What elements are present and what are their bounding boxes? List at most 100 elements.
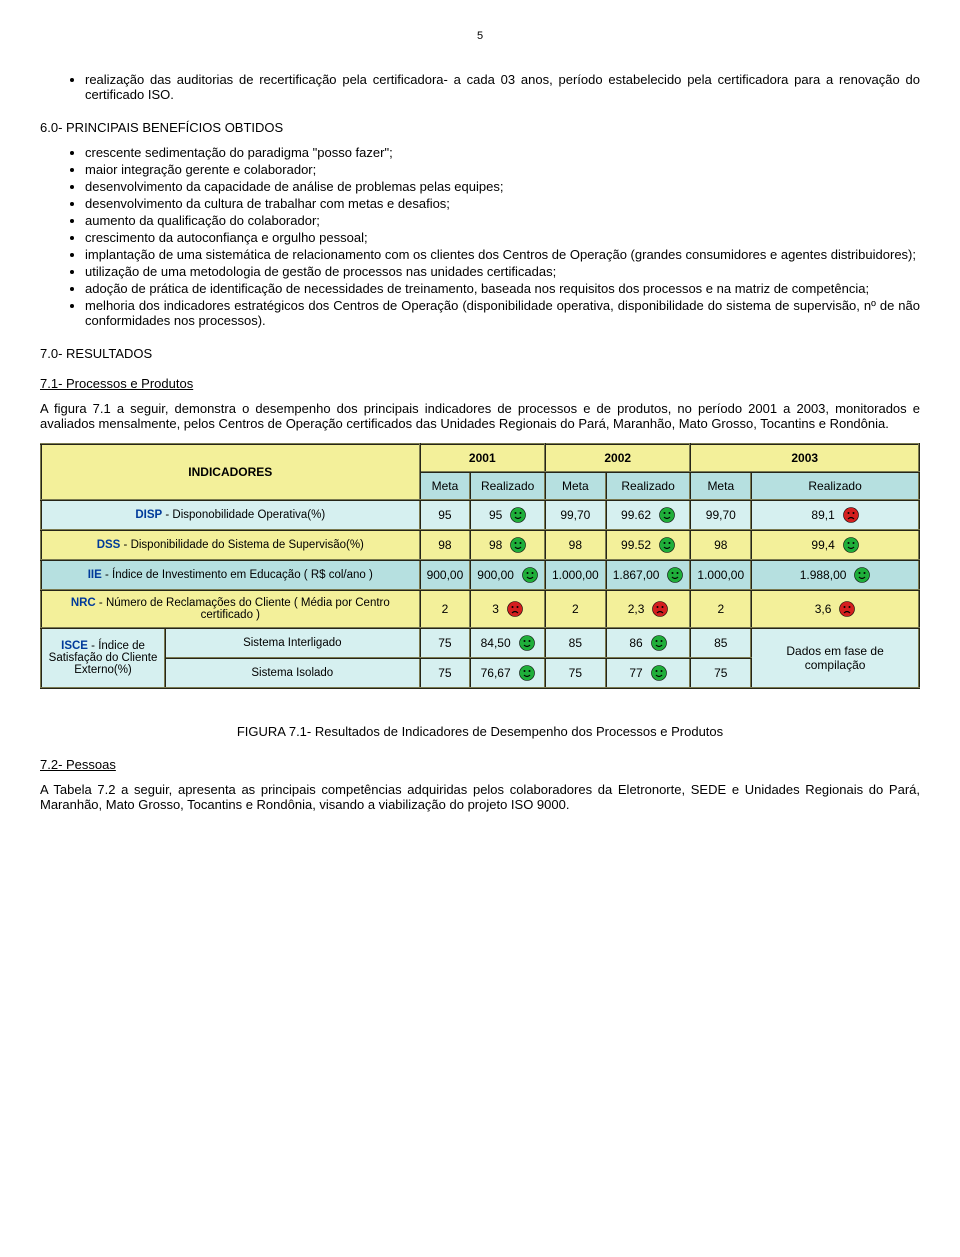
- row-label: DISP - Disponobilidade Operativa(%): [41, 500, 420, 530]
- happy-face-icon: [510, 537, 526, 553]
- data-cell: 75: [690, 658, 751, 688]
- cell-value: 85: [569, 636, 582, 650]
- happy-face-icon: [519, 635, 535, 651]
- data-cell: 98: [420, 530, 471, 560]
- section-6-title: 6.0- PRINCIPAIS BENEFÍCIOS OBTIDOS: [40, 120, 920, 135]
- cell-value: 86: [629, 636, 642, 650]
- cell-value: 75: [714, 666, 727, 680]
- sad-face-icon: [839, 601, 855, 617]
- data-cell: 1.000,00: [690, 560, 751, 590]
- benefit-item: utilização de uma metodologia de gestão …: [85, 264, 920, 279]
- benefit-item: crescimento da autoconfiança e orgulho p…: [85, 230, 920, 245]
- sad-face-icon: [507, 601, 523, 617]
- benefit-item: desenvolvimento da capacidade de análise…: [85, 179, 920, 194]
- figure-caption: FIGURA 7.1- Resultados de Indicadores de…: [40, 724, 920, 739]
- row-label: DSS - Disponibilidade do Sistema de Supe…: [41, 530, 420, 560]
- cell-value: 2: [572, 602, 579, 616]
- isce-sublabel: Sistema Interligado: [165, 628, 420, 658]
- cell-value: 77: [629, 666, 642, 680]
- data-cell: 95: [470, 500, 545, 530]
- section-7-title: 7.0- RESULTADOS: [40, 346, 920, 361]
- isce-merged-cell: Dados em fase de compilação: [751, 628, 919, 688]
- happy-face-icon: [659, 537, 675, 553]
- cell-value: 2,3: [628, 602, 645, 616]
- cell-value: 2: [442, 602, 449, 616]
- cell-value: 3: [492, 602, 499, 616]
- section-72-para: A Tabela 7.2 a seguir, apresenta as prin…: [40, 782, 920, 812]
- cell-value: 1.000,00: [697, 568, 744, 582]
- section-72-title: 7.2- Pessoas: [40, 757, 920, 772]
- cell-value: 900,00: [427, 568, 464, 582]
- data-cell: 1.867,00: [606, 560, 691, 590]
- data-cell: 98: [470, 530, 545, 560]
- data-cell: 85: [690, 628, 751, 658]
- cell-value: 95: [438, 508, 451, 522]
- th-sub: Realizado: [751, 472, 919, 500]
- happy-face-icon: [651, 635, 667, 651]
- cell-value: 1.867,00: [613, 568, 660, 582]
- benefit-item: implantação de uma sistemática de relaci…: [85, 247, 920, 262]
- cell-value: 98: [438, 538, 451, 552]
- benefit-item: aumento da qualificação do colaborador;: [85, 213, 920, 228]
- cell-value: 98: [714, 538, 727, 552]
- top-bullet: realização das auditorias de recertifica…: [85, 72, 920, 102]
- data-cell: 89,1: [751, 500, 919, 530]
- happy-face-icon: [510, 507, 526, 523]
- section-71-title: 7.1- Processos e Produtos: [40, 376, 920, 391]
- cell-value: 76,67: [481, 666, 511, 680]
- benefit-item: maior integração gerente e colaborador;: [85, 162, 920, 177]
- cell-value: 99.62: [621, 508, 651, 522]
- data-cell: 2: [420, 590, 471, 628]
- cell-value: 3,6: [815, 602, 832, 616]
- happy-face-icon: [522, 567, 538, 583]
- cell-value: 99,4: [811, 538, 834, 552]
- cell-value: 99,70: [706, 508, 736, 522]
- cell-value: 900,00: [477, 568, 514, 582]
- th-indicadores: INDICADORES: [41, 444, 420, 500]
- data-cell: 1.988,00: [751, 560, 919, 590]
- data-cell: 99.62: [606, 500, 691, 530]
- data-cell: 2: [690, 590, 751, 628]
- th-sub: Meta: [690, 472, 751, 500]
- table-row: ISCE - Índice de Satisfação do Cliente E…: [41, 628, 919, 658]
- th-year-2002: 2002: [545, 444, 690, 472]
- data-cell: 98: [545, 530, 606, 560]
- data-cell: 2: [545, 590, 606, 628]
- cell-value: 95: [489, 508, 502, 522]
- page-number: 5: [40, 30, 920, 42]
- table-row: IIE - Índice de Investimento em Educação…: [41, 560, 919, 590]
- benefit-item: melhoria dos indicadores estratégicos do…: [85, 298, 920, 328]
- cell-value: 99,70: [560, 508, 590, 522]
- data-cell: 84,50: [470, 628, 545, 658]
- th-sub: Meta: [420, 472, 471, 500]
- happy-face-icon: [843, 537, 859, 553]
- cell-value: 98: [489, 538, 502, 552]
- table-row: NRC - Número de Reclamações do Cliente (…: [41, 590, 919, 628]
- th-sub: Realizado: [470, 472, 545, 500]
- data-cell: 1.000,00: [545, 560, 606, 590]
- happy-face-icon: [519, 665, 535, 681]
- row-label: IIE - Índice de Investimento em Educação…: [41, 560, 420, 590]
- cell-value: 98: [569, 538, 582, 552]
- isce-label: ISCE - Índice de Satisfação do Cliente E…: [41, 628, 165, 688]
- row-label: NRC - Número de Reclamações do Cliente (…: [41, 590, 420, 628]
- table-row: DISP - Disponobilidade Operativa(%) 95 95 9…: [41, 500, 919, 530]
- cell-value: 1.988,00: [800, 568, 847, 582]
- data-cell: 98: [690, 530, 751, 560]
- data-cell: 2,3: [606, 590, 691, 628]
- sad-face-icon: [843, 507, 859, 523]
- benefit-item: desenvolvimento da cultura de trabalhar …: [85, 196, 920, 211]
- section-71-para: A figura 7.1 a seguir, demonstra o desem…: [40, 401, 920, 431]
- sad-face-icon: [652, 601, 668, 617]
- data-cell: 75: [545, 658, 606, 688]
- happy-face-icon: [659, 507, 675, 523]
- happy-face-icon: [667, 567, 683, 583]
- data-cell: 99,4: [751, 530, 919, 560]
- happy-face-icon: [854, 567, 870, 583]
- th-year-2003: 2003: [690, 444, 919, 472]
- th-sub: Realizado: [606, 472, 691, 500]
- data-cell: 99.52: [606, 530, 691, 560]
- cell-value: 85: [714, 636, 727, 650]
- benefit-item: adoção de prática de identificação de ne…: [85, 281, 920, 296]
- data-cell: 900,00: [470, 560, 545, 590]
